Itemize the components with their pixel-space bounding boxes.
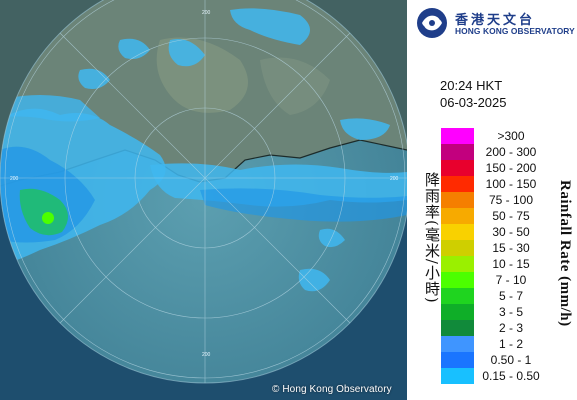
legend-swatch: [441, 272, 474, 288]
legend-swatch: [441, 240, 474, 256]
legend-swatch: [441, 320, 474, 336]
legend-label: 50 - 75: [492, 209, 530, 223]
legend-label: 5 - 7: [498, 289, 523, 303]
legend-swatch: [441, 128, 474, 144]
legend-title-chinese: 降雨率(毫米/小時): [423, 172, 441, 304]
legend-swatch: [441, 368, 474, 384]
legend-label: 1 - 2: [498, 337, 523, 351]
radar-coverage: [0, 0, 407, 383]
legend-swatch: [441, 208, 474, 224]
legend-swatch: [441, 304, 474, 320]
legend-item: 5 - 7: [441, 288, 577, 304]
legend-label: 75 - 100: [488, 193, 534, 207]
legend-label: 30 - 50: [492, 225, 530, 239]
legend-item: 50 - 75: [441, 208, 577, 224]
legend-label: 200 - 300: [485, 145, 537, 159]
legend-label: 0.15 - 0.50: [482, 369, 540, 383]
range-label: 200: [10, 176, 19, 182]
legend-item: >300: [441, 128, 577, 144]
logo-english-name: HONG KONG OBSERVATORY: [455, 26, 575, 36]
legend-item: 10 - 15: [441, 256, 577, 272]
legend-item: 0.50 - 1: [441, 352, 577, 368]
legend-label: >300: [497, 129, 525, 143]
legend-label: 150 - 200: [485, 161, 537, 175]
range-label: 200: [202, 10, 211, 16]
legend-swatch: [441, 176, 474, 192]
radar-map-canvas: [0, 0, 407, 400]
legend-label: 15 - 30: [492, 241, 530, 255]
logo-chinese-name: 香港天文台: [455, 13, 536, 28]
hko-logo-icon: [417, 8, 447, 38]
legend-item: 75 - 100: [441, 192, 577, 208]
legend-swatch: [441, 224, 474, 240]
legend-item: 15 - 30: [441, 240, 577, 256]
radar-map[interactable]: 200 200 200 200 © Hong Kong Observatory: [0, 0, 407, 400]
legend-label: 100 - 150: [485, 177, 537, 191]
legend-item: 0.15 - 0.50: [441, 368, 577, 384]
map-copyright: © Hong Kong Observatory: [272, 384, 392, 395]
range-rings: [0, 0, 407, 383]
range-label: 200: [202, 352, 211, 358]
legend-label: 3 - 5: [498, 305, 523, 319]
observation-time: 20:24 HKT: [440, 78, 503, 93]
legend-item: 3 - 5: [441, 304, 577, 320]
legend-swatch: [441, 336, 474, 352]
hko-logo: 香港天文台 HONG KONG OBSERVATORY: [415, 6, 575, 40]
legend-swatch: [441, 160, 474, 176]
legend-swatch: [441, 256, 474, 272]
legend-item: 150 - 200: [441, 160, 577, 176]
legend-item: 200 - 300: [441, 144, 577, 160]
legend-label: 7 - 10: [495, 273, 527, 287]
legend-label: 10 - 15: [492, 257, 530, 271]
legend-item: 7 - 10: [441, 272, 577, 288]
legend-item: 2 - 3: [441, 320, 577, 336]
legend-swatch: [441, 192, 474, 208]
legend-swatch: [441, 352, 474, 368]
legend-item: 30 - 50: [441, 224, 577, 240]
legend-panel: 香港天文台 HONG KONG OBSERVATORY 20:24 HKT 06…: [407, 0, 577, 400]
observation-date: 06-03-2025: [440, 95, 507, 110]
legend-title-english: Rainfall Rate (mm/h): [557, 180, 573, 327]
rain-echoes: [0, 8, 407, 292]
range-label: 200: [390, 176, 399, 182]
legend-label: 0.50 - 1: [490, 353, 532, 367]
legend-swatch: [441, 144, 474, 160]
legend-item: 100 - 150: [441, 176, 577, 192]
legend-swatch: [441, 288, 474, 304]
legend-label: 2 - 3: [498, 321, 523, 335]
legend-item: 1 - 2: [441, 336, 577, 352]
